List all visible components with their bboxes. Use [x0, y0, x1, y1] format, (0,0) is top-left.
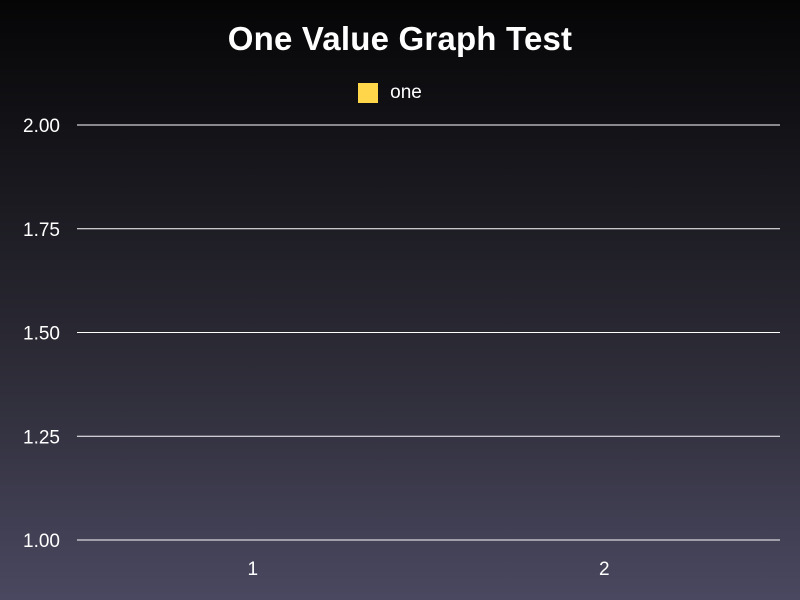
- legend-label: one: [390, 82, 422, 103]
- y-tick-label: 1.00: [23, 531, 60, 552]
- y-tick-label: 1.75: [23, 220, 60, 241]
- x-tick-label: 1: [247, 559, 258, 580]
- legend-swatch: [358, 83, 379, 103]
- y-tick-label: 1.25: [23, 427, 60, 448]
- chart-title: One Value Graph Test: [227, 20, 573, 57]
- legend: one: [0, 82, 800, 104]
- y-tick-label: 2.00: [23, 116, 60, 137]
- y-tick-label: 1.50: [23, 324, 60, 345]
- legend-item-one[interactable]: one: [358, 82, 422, 104]
- x-tick-label: 2: [599, 559, 610, 580]
